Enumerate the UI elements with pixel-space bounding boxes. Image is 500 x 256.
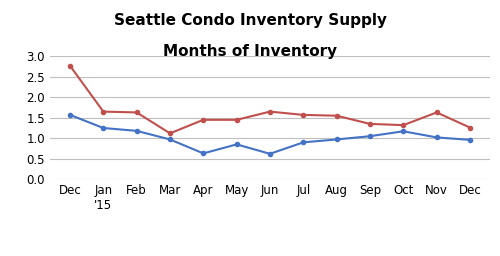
Current 12 months xyxy=(467,138,473,141)
Line: Current 12 months: Current 12 months xyxy=(68,113,472,156)
Previous 12 months xyxy=(434,111,440,114)
Current 12 months xyxy=(67,113,73,116)
Previous 12 months xyxy=(67,64,73,67)
Current 12 months xyxy=(167,138,173,141)
Current 12 months xyxy=(300,141,306,144)
Previous 12 months xyxy=(234,118,239,121)
Current 12 months xyxy=(434,136,440,139)
Line: Previous 12 months: Previous 12 months xyxy=(68,64,472,135)
Current 12 months xyxy=(100,126,106,130)
Previous 12 months xyxy=(167,132,173,135)
Previous 12 months xyxy=(467,126,473,129)
Previous 12 months xyxy=(134,111,140,114)
Previous 12 months xyxy=(334,114,340,117)
Current 12 months xyxy=(400,130,406,133)
Previous 12 months xyxy=(100,110,106,113)
Previous 12 months xyxy=(367,122,373,125)
Previous 12 months xyxy=(200,118,206,121)
Previous 12 months xyxy=(267,110,273,113)
Previous 12 months xyxy=(300,113,306,116)
Text: Months of Inventory: Months of Inventory xyxy=(163,44,337,59)
Text: Seattle Condo Inventory Supply: Seattle Condo Inventory Supply xyxy=(114,13,386,28)
Current 12 months xyxy=(267,152,273,155)
Current 12 months xyxy=(367,135,373,138)
Current 12 months xyxy=(134,129,140,132)
Current 12 months xyxy=(234,143,239,146)
Legend: Current 12 months, Previous 12 months: Current 12 months, Previous 12 months xyxy=(116,253,424,256)
Previous 12 months xyxy=(400,124,406,127)
Current 12 months xyxy=(334,138,340,141)
Current 12 months xyxy=(200,152,206,155)
